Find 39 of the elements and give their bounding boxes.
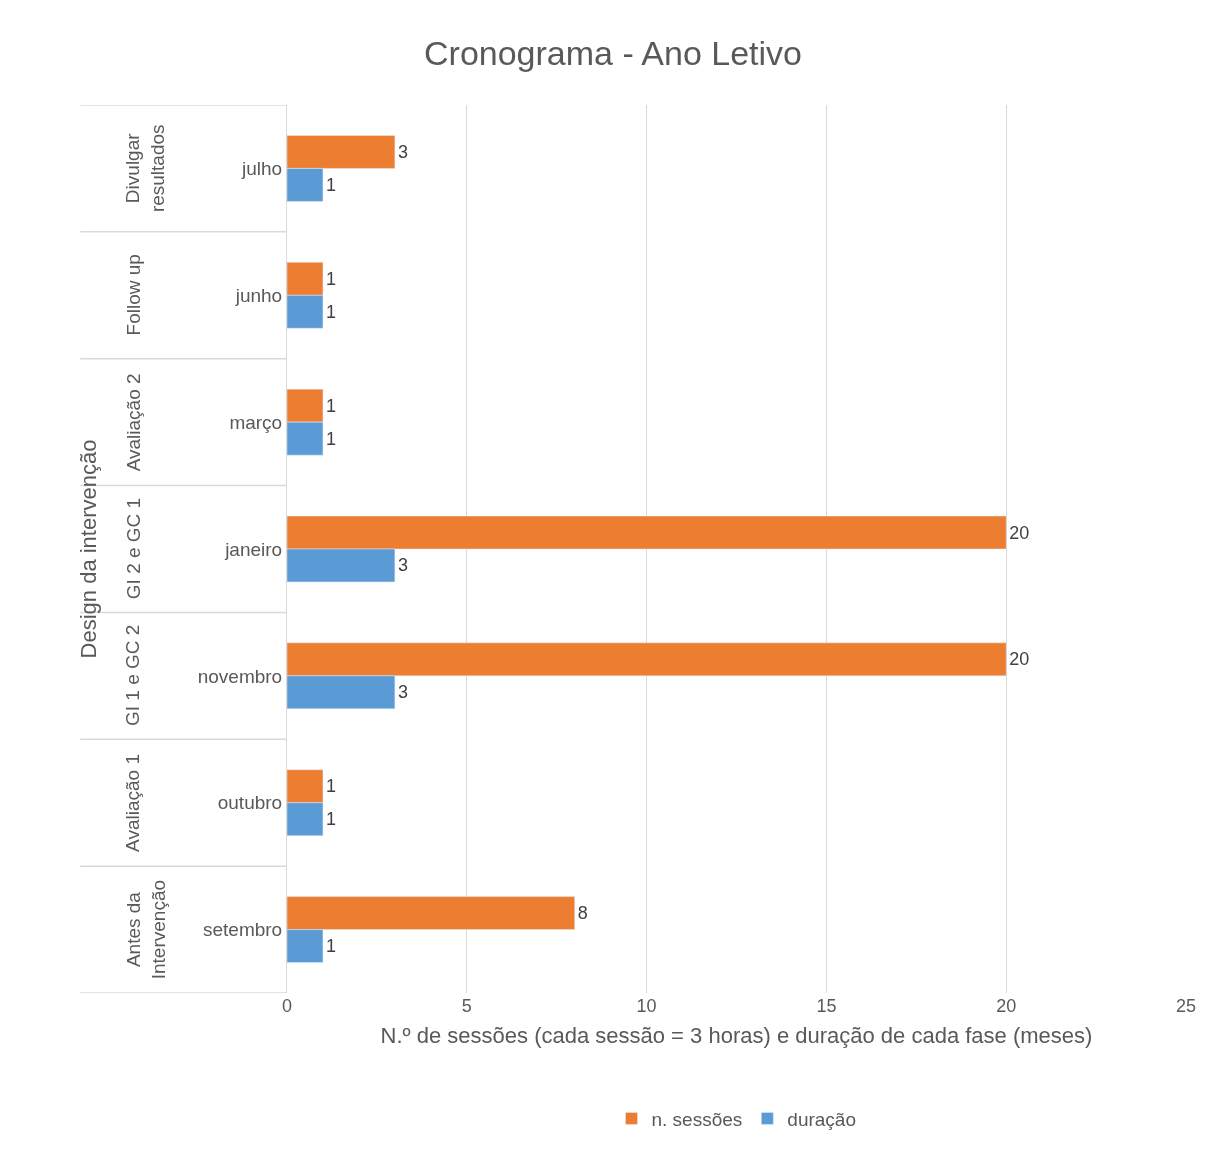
text: Avaliação 2 xyxy=(123,373,145,472)
y-tick-label: setembro xyxy=(203,919,283,941)
data-label: 1 xyxy=(325,428,336,449)
text: Avaliação 1 xyxy=(122,754,144,852)
y-tick-label: junho xyxy=(234,284,283,306)
x-tick-label: 5 xyxy=(461,996,472,1016)
data-label: 1 xyxy=(325,809,336,830)
data-label: 8 xyxy=(577,903,588,924)
y-tick-label: novembro xyxy=(197,665,283,687)
text: Antes da Intervenção xyxy=(123,879,169,980)
legend-label: duração xyxy=(787,1108,856,1130)
y-tick-label: janeiro xyxy=(224,538,283,560)
data-label: 1 xyxy=(325,174,336,195)
text: Follow up xyxy=(122,254,144,336)
x-tick-label: 25 xyxy=(1175,996,1197,1016)
y-axis-title: Design da intervenção xyxy=(75,439,101,659)
y-tick-label: março xyxy=(229,411,283,433)
text: GI 2 e GC 1 xyxy=(123,497,145,600)
data-label: 1 xyxy=(325,301,336,322)
legend-label: n. sessões xyxy=(651,1108,743,1130)
data-label: 1 xyxy=(325,776,336,797)
x-axis-title: N.º de sessões (cada sessão = 3 horas) e duração de cada fase (meses) xyxy=(380,1022,1093,1048)
data-label: 1 xyxy=(325,936,336,957)
text: GI 1 e GC 2 xyxy=(122,624,144,727)
x-tick-label: 10 xyxy=(636,996,657,1016)
data-label: 20 xyxy=(1009,522,1030,543)
chart-title: Cronograma - Ano Letivo xyxy=(424,33,802,72)
x-tick-label: 15 xyxy=(816,996,837,1016)
y-tick-label: julho xyxy=(241,158,283,180)
x-tick-label: 20 xyxy=(996,996,1017,1016)
data-label: 1 xyxy=(325,395,336,416)
x-tick-label: 0 xyxy=(281,996,293,1016)
data-label: 3 xyxy=(397,141,408,162)
text: Divulgar resultados xyxy=(122,124,168,213)
data-label: 1 xyxy=(325,268,336,289)
data-label: 3 xyxy=(397,682,408,703)
data-label: 20 xyxy=(1009,649,1030,670)
y-tick-label: outubro xyxy=(217,792,283,814)
data-label: 3 xyxy=(397,555,408,576)
